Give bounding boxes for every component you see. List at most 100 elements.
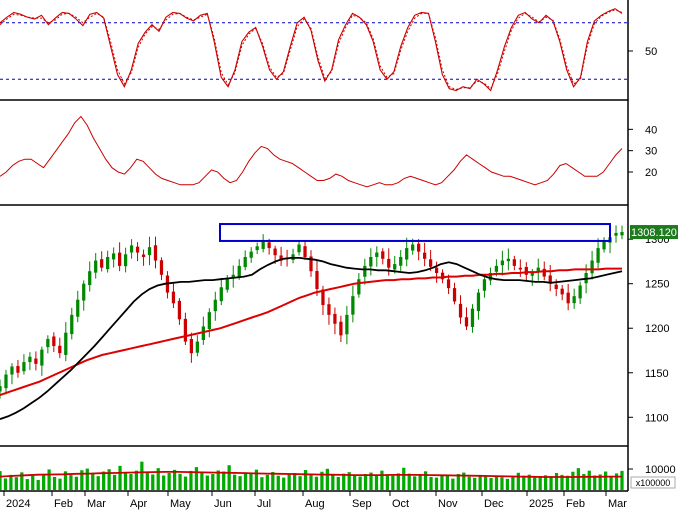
volume-bar: [189, 470, 193, 490]
volume-bar: [336, 476, 340, 490]
adx-line: [0, 115, 623, 188]
volume-bar: [52, 476, 57, 490]
volume-bar: [85, 468, 89, 490]
candle-body: [237, 265, 241, 277]
volume-bar: [260, 477, 264, 490]
volume-bar: [232, 474, 237, 490]
candle-body: [530, 273, 534, 276]
volume-bar: [467, 476, 471, 490]
candle-body: [620, 232, 624, 236]
volume-bar: [107, 469, 111, 490]
volume-bar: [20, 472, 24, 490]
volume-bar: [538, 476, 542, 490]
candle-body: [177, 300, 182, 320]
volume-bar: [369, 472, 373, 490]
candle-body: [0, 386, 2, 392]
candle-body: [560, 288, 564, 295]
candle-body: [52, 336, 56, 347]
candle-body: [428, 259, 433, 267]
volume-bar: [271, 471, 275, 490]
candle-body: [195, 341, 199, 353]
volume-bar: [151, 474, 155, 490]
volume-bar: [353, 475, 357, 490]
volume-bar: [445, 475, 450, 490]
candle-body: [231, 274, 235, 279]
volume-bar: [571, 471, 575, 490]
candle-body: [261, 241, 265, 249]
candle-body: [446, 279, 451, 289]
volume-bar: [511, 476, 515, 490]
x-tick-label: Feb: [566, 498, 585, 510]
volume-bar: [140, 461, 144, 490]
stochastic-k-line: [0, 8, 623, 92]
volume-bar: [200, 472, 204, 490]
volume-bar: [489, 478, 493, 490]
volume-bar: [249, 473, 253, 490]
candle-body: [46, 338, 50, 348]
volume-bar: [614, 473, 619, 490]
volume-bar: [451, 478, 455, 490]
volume-bar: [554, 472, 559, 490]
candle-body: [135, 246, 140, 253]
volume-bar: [500, 477, 504, 490]
candle-body: [458, 303, 463, 318]
volume-bar: [222, 471, 226, 490]
candle-body: [297, 244, 301, 253]
volume-bar: [423, 471, 428, 490]
volume-bar: [593, 475, 597, 490]
volume-bar: [102, 471, 106, 490]
candle-body: [153, 245, 158, 261]
resistance-box: [219, 223, 611, 242]
volume-bar: [0, 471, 2, 490]
volume-bar: [96, 476, 100, 490]
volume-moving-average: [0, 470, 622, 478]
candle-body: [225, 278, 229, 290]
volume-bar: [565, 475, 570, 490]
price-tick-label: 1200: [645, 323, 669, 335]
volume-bar: [483, 476, 488, 490]
volume-bar: [549, 476, 553, 490]
volume-bar: [473, 477, 477, 490]
volume-bar: [145, 471, 149, 490]
candle-body: [34, 358, 38, 364]
last-price-tag-background: [630, 225, 678, 240]
candle-body: [500, 260, 505, 266]
x-tick-label: Aug: [305, 498, 325, 510]
adx-lines: [0, 115, 623, 188]
x-tick-label: Feb: [54, 498, 73, 510]
volume-bar: [211, 474, 215, 490]
x-tick-label: Jun: [214, 498, 232, 510]
candle-body: [542, 268, 546, 277]
candle-body: [129, 245, 134, 253]
x-tick-label: Dec: [484, 498, 504, 510]
candle-body: [303, 246, 307, 257]
candle-body: [112, 253, 116, 260]
candle-body: [315, 271, 319, 290]
volume-bar: [162, 475, 166, 490]
candle-body: [363, 265, 367, 277]
candle-body: [590, 260, 594, 274]
volume-bar: [254, 469, 259, 490]
candle-body: [518, 267, 522, 270]
volume-bar: [543, 475, 548, 490]
price-tick-label: 1150: [645, 368, 669, 380]
volume-bar: [456, 474, 460, 490]
candle-body: [476, 292, 481, 312]
volume-bar: [331, 474, 335, 490]
candle-body: [596, 248, 600, 263]
volume-bar: [58, 478, 62, 490]
volume-bar: [620, 470, 624, 490]
volume-bar: [309, 475, 313, 490]
candle-body: [4, 374, 8, 389]
candle-body: [117, 252, 122, 266]
candle-body: [375, 252, 379, 257]
volume-bar: [63, 471, 68, 490]
x-tick-label: Apr: [130, 498, 147, 510]
volume-bar: [178, 473, 182, 490]
stochastic-ticks: 50: [628, 46, 657, 58]
volume-bar: [576, 468, 580, 490]
volume-bar: [167, 472, 171, 490]
candle-body: [566, 292, 570, 304]
volume-bar: [429, 476, 433, 490]
price-tick-label: 1100: [645, 412, 669, 424]
